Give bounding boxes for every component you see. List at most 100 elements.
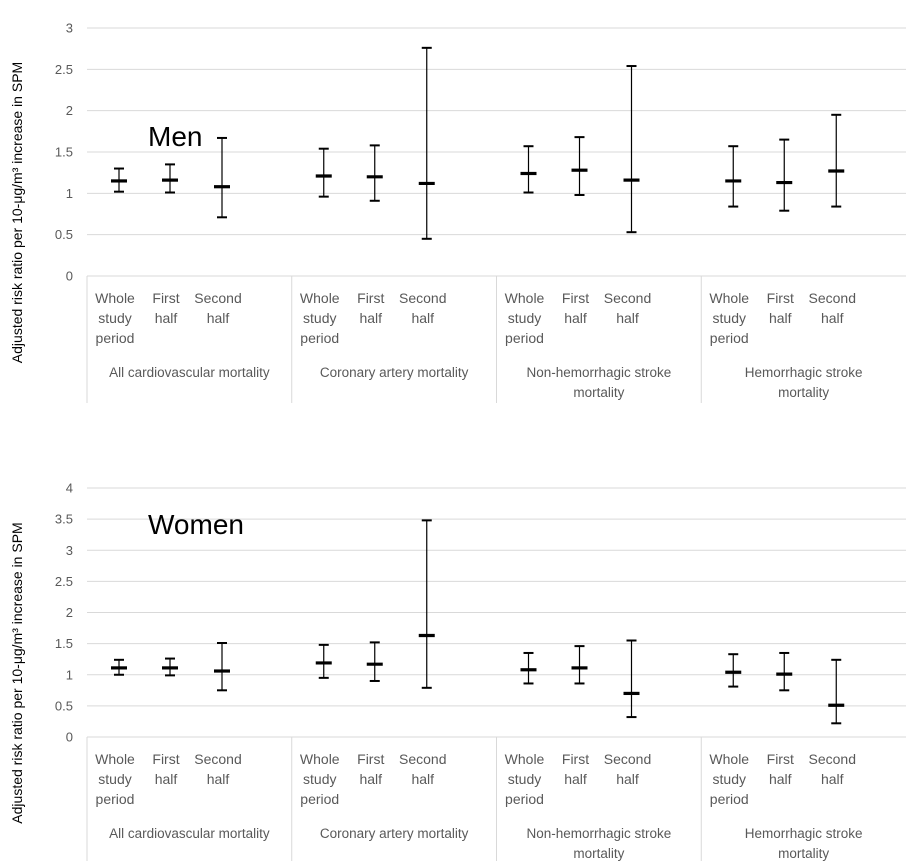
category-label: half [616,771,639,787]
category-label: Second [399,751,446,767]
category-label: study [98,310,131,326]
category-label: Second [194,751,241,767]
category-label: half [564,771,587,787]
y-tick-label: 1.5 [55,636,73,651]
group-label: mortality [573,385,624,400]
category-label: half [155,771,178,787]
group-label: Coronary artery mortality [320,365,469,380]
y-tick-label: 2 [66,103,73,118]
category-label: Second [604,290,651,306]
category-label: First [562,751,589,767]
category-label: Second [604,751,651,767]
category-label: First [357,290,384,306]
category-label: half [769,771,792,787]
y-tick-label: 0.5 [55,227,73,242]
category-label: half [616,310,639,326]
y-tick-label: 2 [66,605,73,620]
group-label: Hemorrhagic stroke [745,826,863,841]
category-label: study [508,771,541,787]
category-label: First [152,290,179,306]
category-label: Whole [300,290,340,306]
group: All cardiovascular mortality Whole study pe… [95,136,270,380]
category-label: half [359,771,382,787]
group: Hemorrhagic stroke mortality Whole study per… [709,113,863,400]
category-label: Whole [505,290,545,306]
y-axis-label: Adjusted risk ratio per 10-μg/m³ increas… [9,522,25,823]
group-label: All cardiovascular mortality [109,826,270,841]
y-tick-label: 1.5 [55,145,73,160]
category-label: study [508,310,541,326]
group: Coronary artery mortality Whole study perio… [300,46,469,380]
group-label: mortality [573,846,624,861]
category-label: Second [399,290,446,306]
category-label: period [710,330,749,346]
category-label: Second [194,290,241,306]
category-label: half [207,310,230,326]
category-label: period [710,791,749,807]
y-tick-label: 3 [66,21,73,36]
category-label: First [767,751,794,767]
category-label: Second [809,290,856,306]
category-label: half [411,310,434,326]
category-label: study [98,771,131,787]
panel-title: Men [148,121,202,152]
category-label: period [300,791,339,807]
category-label: First [767,290,794,306]
category-label: Whole [95,290,135,306]
category-label: period [300,330,339,346]
y-tick-label: 1 [66,667,73,682]
panel-women: 0 0.5 1 1.5 2 2.5 3 3.5 4 Women Adjusted risk rati… [9,481,906,864]
group-label: Non-hemorrhagic stroke [526,826,671,841]
group: Coronary artery mortality Whole study perio… [300,519,469,841]
group-label: All cardiovascular mortality [109,365,270,380]
category-label: Second [809,751,856,767]
category-label: First [152,751,179,767]
y-tick-label: 3 [66,543,73,558]
group-label: mortality [778,846,829,861]
category-label: period [505,791,544,807]
category-label: half [564,310,587,326]
category-label: half [359,310,382,326]
y-tick-label: 2.5 [55,574,73,589]
y-tick-label: 0 [66,730,73,745]
category-label: half [155,310,178,326]
category-label: study [303,310,336,326]
category-label: First [357,751,384,767]
category-label: First [562,290,589,306]
y-tick-label: 1 [66,186,73,201]
panel-men: 0 0.5 1 1.5 2 2.5 3 Men Adjusted risk ratio per … [9,21,906,403]
category-label: half [207,771,230,787]
group-label: mortality [778,385,829,400]
category-label: half [821,771,844,787]
category-label: period [505,330,544,346]
group: Hemorrhagic stroke mortality Whole study per… [709,651,863,861]
y-tick-label: 0.5 [55,698,73,713]
category-label: study [713,771,746,787]
y-tick-label: 2.5 [55,62,73,77]
y-tick-label: 3.5 [55,512,73,527]
group-label: Coronary artery mortality [320,826,469,841]
group: Non-hemorrhagic stroke mortality Whole stud… [505,639,671,861]
category-label: period [96,330,135,346]
group: Non-hemorrhagic stroke mortality Whole stud… [505,65,671,400]
category-label: half [411,771,434,787]
y-tick-label: 0 [66,269,73,284]
category-label: Whole [709,751,749,767]
group: All cardiovascular mortality Whole study pe… [95,642,270,841]
category-label: half [769,310,792,326]
y-tick-label: 4 [66,481,73,496]
category-label: Whole [300,751,340,767]
group-label: Non-hemorrhagic stroke [526,365,671,380]
category-label: study [713,310,746,326]
category-label: half [821,310,844,326]
category-label: Whole [95,751,135,767]
y-axis-label: Adjusted risk ratio per 10-μg/m³ increas… [9,62,25,363]
group-label: Hemorrhagic stroke [745,365,863,380]
panel-title: Women [148,509,244,540]
category-label: Whole [709,290,749,306]
category-label: study [303,771,336,787]
category-label: period [96,791,135,807]
category-label: Whole [505,751,545,767]
